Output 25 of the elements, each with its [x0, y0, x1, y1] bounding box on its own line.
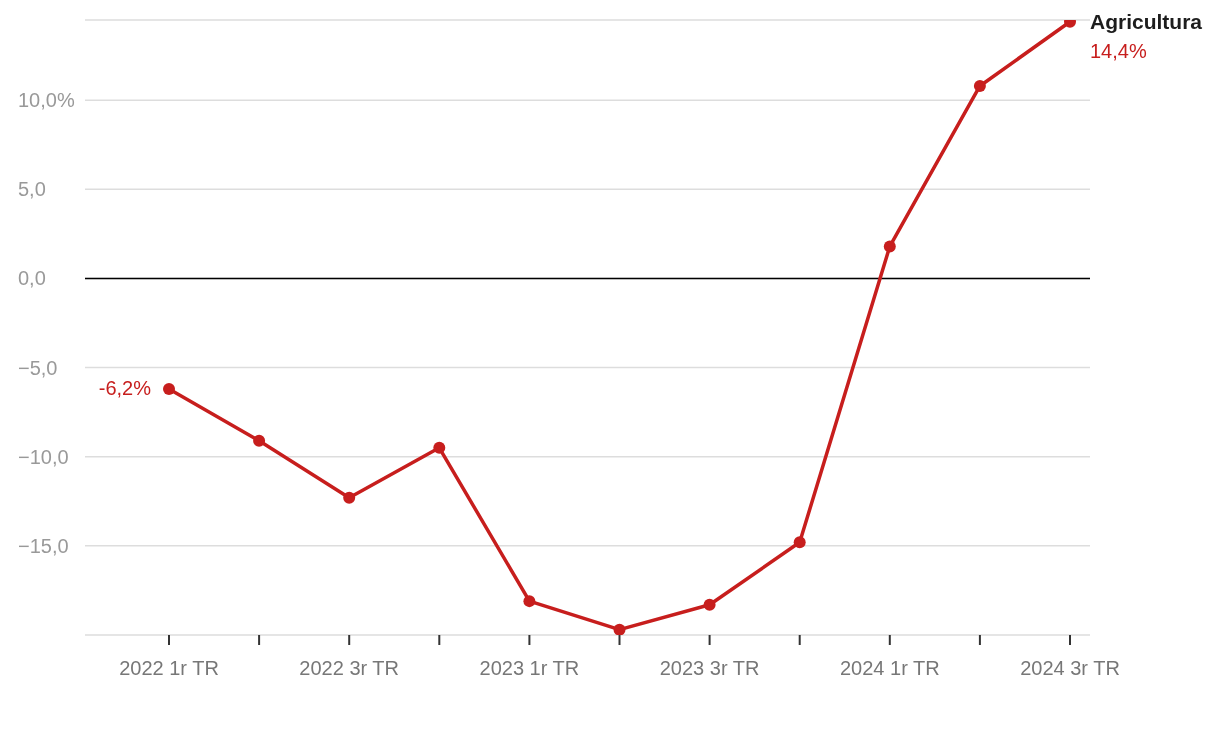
series-label: Agricultura	[1090, 9, 1203, 33]
point	[793, 536, 806, 549]
point	[163, 383, 175, 395]
y-tick-label: 5,0	[18, 178, 46, 201]
data-label: -6,2%	[98, 377, 152, 399]
point	[883, 240, 896, 253]
point	[433, 441, 446, 454]
point	[703, 598, 716, 611]
x-tick-label: 2023 1r TR	[479, 657, 580, 680]
point	[613, 623, 626, 635]
y-tick-label: −15,0	[18, 534, 69, 557]
data-label: 14,4%	[1090, 39, 1147, 62]
point	[973, 79, 986, 92]
point	[343, 491, 356, 504]
x-tick-label: 2024 3r TR	[1020, 657, 1120, 680]
point	[523, 595, 536, 608]
x-tick-label: 2023 3r TR	[659, 657, 760, 680]
x-tick-label: 2022 1r TR	[119, 657, 219, 680]
x-tick-label: 2024 1r TR	[839, 657, 940, 680]
y-tick-label: −10,0	[18, 445, 69, 468]
point	[253, 434, 266, 447]
y-tick-label: 0,0	[18, 267, 46, 290]
y-tick-label: 10,0%	[18, 89, 75, 112]
y-tick-label: −5,0	[18, 356, 58, 379]
x-tick-label: 2022 3r TR	[299, 657, 400, 680]
